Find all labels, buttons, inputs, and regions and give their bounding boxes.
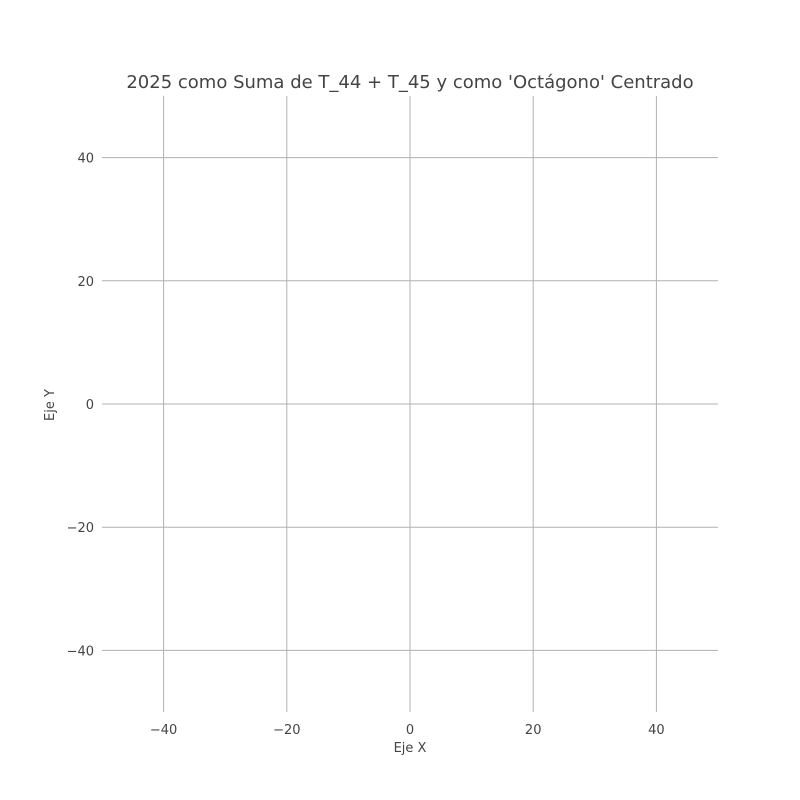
tick-layer: −40 −20 0 20 40 −40 −20 0 20 40 <box>67 152 665 738</box>
y-tick-label: 40 <box>77 152 94 167</box>
x-axis-label: Eje X <box>394 741 427 756</box>
x-tick-label: 20 <box>525 723 542 738</box>
y-axis-label: Eje Y <box>43 389 58 421</box>
y-tick-label: 0 <box>86 398 94 413</box>
x-tick-label: −40 <box>150 723 177 738</box>
x-tick-label: 40 <box>648 723 665 738</box>
chart-title: 2025 como Suma de T_44 + T_45 y como 'Oc… <box>126 72 693 93</box>
x-tick-label: 0 <box>406 723 414 738</box>
y-tick-label: 20 <box>77 275 94 290</box>
y-tick-label: −20 <box>67 521 94 536</box>
y-tick-label: −40 <box>67 644 94 659</box>
grid-layer <box>102 96 718 712</box>
x-tick-label: −20 <box>273 723 300 738</box>
